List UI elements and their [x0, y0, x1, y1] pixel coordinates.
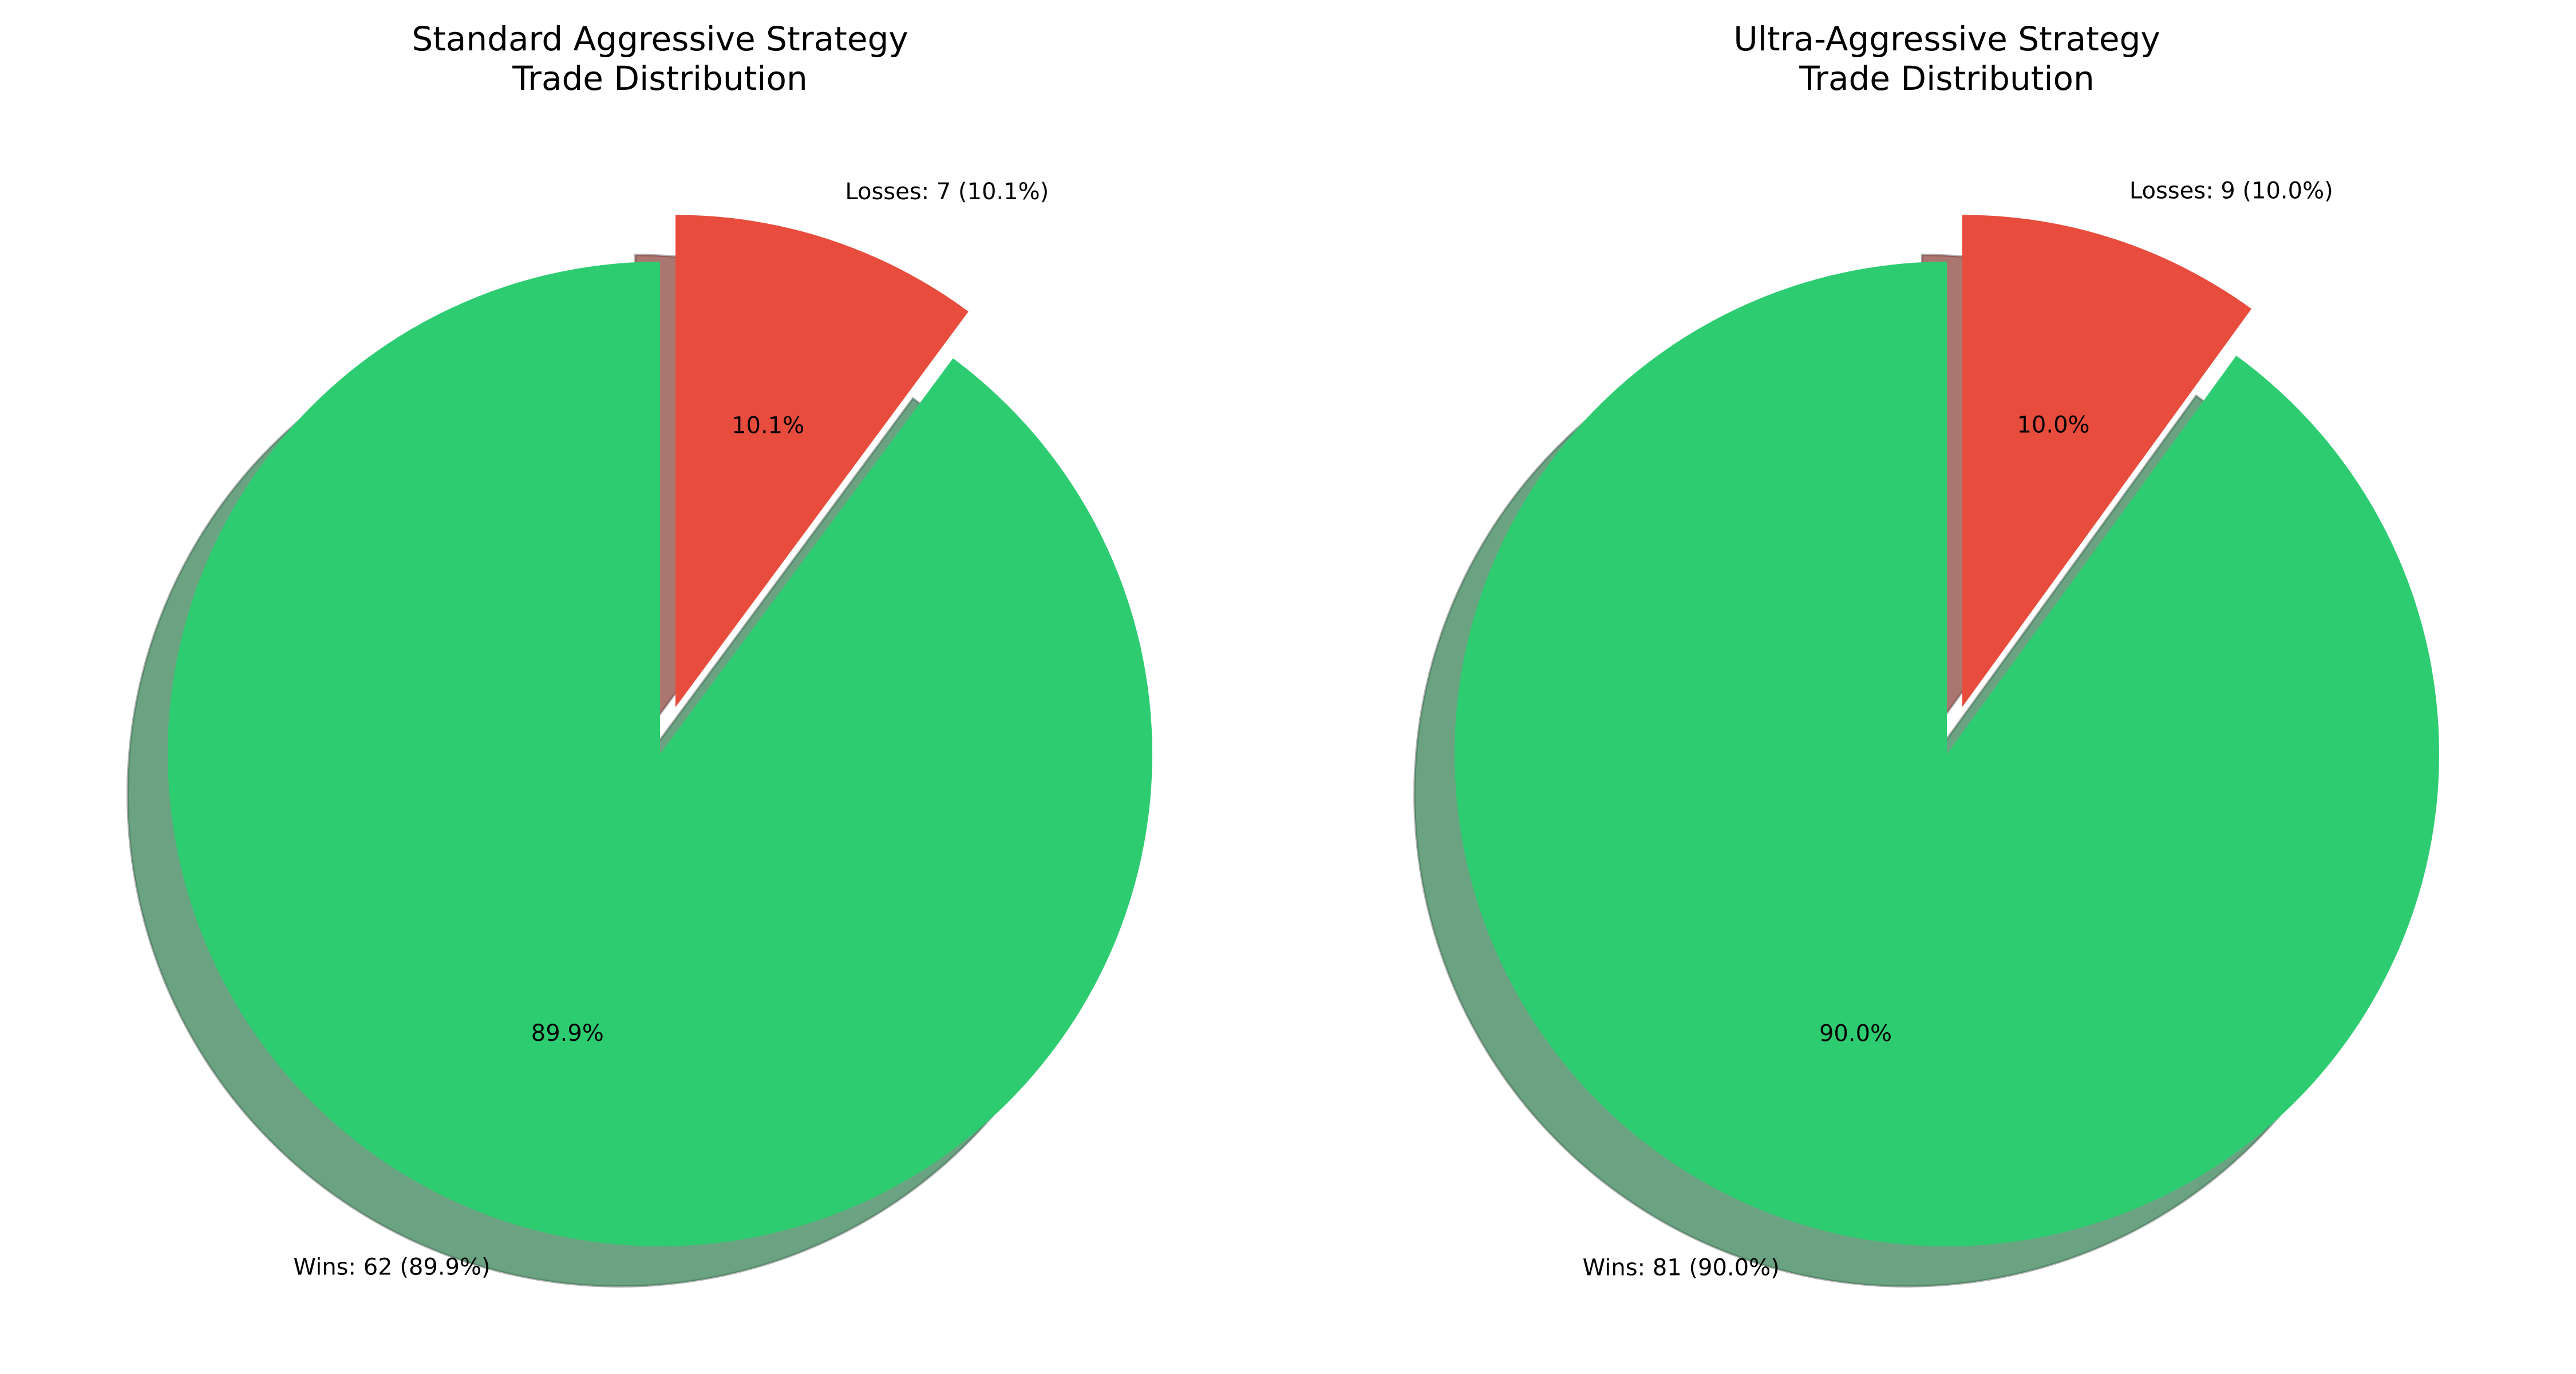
- pct-label-wins: 89.9%: [531, 1020, 604, 1047]
- slice-label-wins: Wins: 81 (90.0%): [1583, 1255, 1780, 1281]
- chart-title-line-1: Standard Aggressive Strategy: [412, 19, 908, 58]
- wedge-losses: [675, 215, 969, 708]
- wedge-wins: [167, 262, 1152, 1246]
- chart-title-line-2: Trade Distribution: [512, 59, 808, 98]
- pie-labels: 90.0% Wins: 81 (90.0%) 10.0% Losses: 9 (10.…: [1583, 178, 2333, 1281]
- pct-label-losses: 10.0%: [2017, 412, 2089, 439]
- pie-chart-standard: Standard Aggressive Strategy Trade Distr…: [127, 19, 1152, 1288]
- pct-label-losses: 10.1%: [732, 412, 804, 439]
- chart-title-line-1: Ultra-Aggressive Strategy: [1733, 19, 2160, 58]
- pie-chart-ultra: Ultra-Aggressive Strategy Trade Distribu…: [1413, 19, 2439, 1288]
- wedge-losses: [1962, 215, 2252, 708]
- pct-label-wins: 90.0%: [1819, 1021, 1892, 1047]
- slice-label-losses: Losses: 9 (10.0%): [2129, 178, 2333, 204]
- slice-label-wins: Wins: 62 (89.9%): [294, 1254, 491, 1280]
- pie-labels: 89.9% Wins: 62 (89.9%) 10.1% Losses: 7 (10.…: [294, 179, 1049, 1280]
- pie-wedges: [167, 215, 1152, 1246]
- wedge-wins: [1454, 262, 2439, 1246]
- pie-wedges: [1454, 215, 2439, 1246]
- slice-label-losses: Losses: 7 (10.1%): [845, 179, 1049, 205]
- chart-title-line-2: Trade Distribution: [1799, 59, 2095, 98]
